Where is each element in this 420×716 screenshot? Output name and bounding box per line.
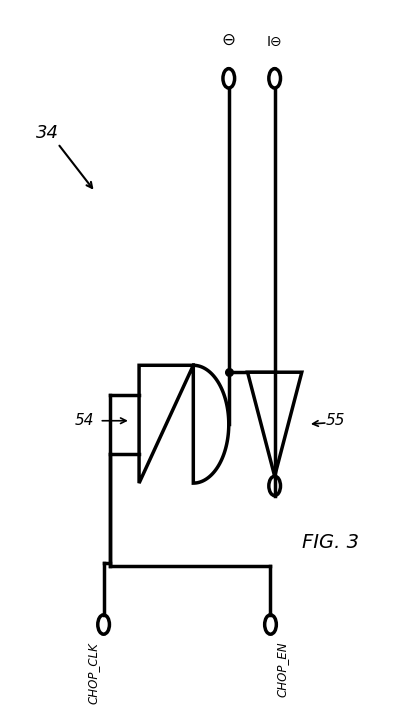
- Polygon shape: [139, 365, 229, 483]
- Text: 34: 34: [36, 124, 59, 142]
- Text: I⊖: I⊖: [267, 34, 283, 49]
- Text: CHOP_EN: CHOP_EN: [276, 642, 289, 697]
- Text: 54: 54: [75, 413, 94, 428]
- Text: CHOP_CLK: CHOP_CLK: [86, 642, 99, 704]
- Text: ⊖: ⊖: [222, 31, 236, 49]
- Text: 55: 55: [326, 413, 345, 428]
- Text: FIG. 3: FIG. 3: [302, 533, 360, 551]
- Polygon shape: [247, 372, 302, 476]
